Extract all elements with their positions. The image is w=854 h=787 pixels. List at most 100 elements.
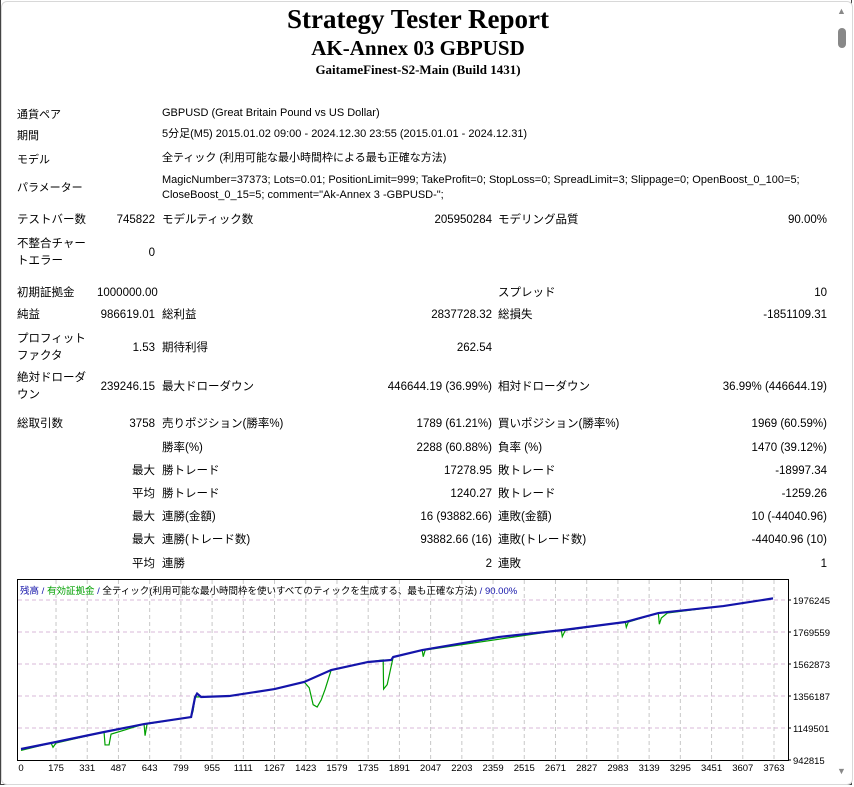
stat-value: 745822 (116, 214, 155, 226)
info-value: 5分足(M5) 2015.01.02 09:00 - 2024.12.30 23… (162, 128, 528, 140)
legend-sep: / (39, 586, 47, 597)
stat-label: 最大ドローダウン (162, 380, 254, 393)
balance-chart: 0 175 331 487 643 799 955 1111 1267 1423 1579 1735 1… (17, 579, 830, 774)
scroll-down-arrow-icon[interactable]: ▼ (837, 766, 846, 776)
info-row-model: モデル 全ティック (利用可能な最小時間枠による最も正確な方法) (17, 151, 446, 167)
stats-row: 平均 勝トレード 1240.27 敗トレード -1259.26 (17, 486, 829, 503)
legend-sep: / (94, 586, 103, 597)
x-tick-label: 1111 (234, 763, 253, 774)
stat-label: 勝トレード (162, 488, 220, 500)
legend-quality: 90.00% (484, 586, 518, 597)
x-tick-label: 2359 (482, 763, 503, 774)
y-tick-label: 1149501 (793, 724, 829, 735)
x-tick-label: 3763 (763, 763, 784, 774)
stat-label: 不整合チャートエラー (17, 238, 86, 267)
stat-value: 最大 (132, 511, 155, 523)
stats-row: 最大 連勝(金額) 16 (93882.66) 連敗(金額) 10 (-44040.96… (17, 509, 829, 526)
stat-value: 446644.19 (36.99%) (387, 380, 492, 393)
stat-value: 最大 (132, 534, 155, 546)
info-value: MagicNumber=37373; Lots=0.01; PositionLi… (162, 174, 800, 186)
stat-value: 17278.95 (444, 465, 492, 477)
y-tick-label: 1356187 (793, 692, 830, 703)
balance-line (20, 597, 774, 751)
stat-value: 986619.01 (100, 309, 155, 321)
vertical-scrollbar[interactable]: ▲ ▼ (834, 4, 850, 782)
x-tick-label: 2047 (420, 763, 441, 774)
stat-label: 売りポジション(勝率%) (162, 418, 284, 430)
stat-value: 2 (485, 558, 492, 570)
stat-label: 負率 (%) (498, 442, 543, 454)
info-value: 全ティック (利用可能な最小時間枠による最も正確な方法) (162, 152, 447, 164)
stat-value: -44040.96 (10) (751, 534, 827, 546)
x-tick-label: 2671 (545, 763, 566, 774)
y-tick-label: 1769559 (793, 628, 830, 639)
info-row-symbol: 通貨ペア GBPUSD (Great Britain Pound vs US Do… (17, 106, 380, 122)
x-tick-label: 1735 (358, 763, 379, 774)
stat-value: 239246.15 (100, 380, 155, 393)
legend-equity: 有効証拠金 (46, 586, 95, 597)
stat-value: 10 (-44040.96) (751, 511, 827, 523)
x-tick-label: 3139 (639, 763, 660, 774)
stat-label: モデルティック数 (162, 214, 254, 226)
x-tick-label: 799 (173, 763, 189, 774)
stats-row: 最大 連勝(トレード数) 93882.66 (16) 連敗(トレード数) -44040.… (17, 532, 829, 549)
stat-value: -1259.26 (781, 488, 827, 500)
scroll-thumb[interactable] (838, 28, 846, 48)
stat-label: 連敗(金額) (498, 511, 552, 523)
x-tick-label: 2827 (576, 763, 597, 774)
stat-label: モデリング品質 (498, 214, 579, 226)
stat-label: 敗トレード (498, 465, 556, 477)
stats-row: 純益 986619.01 総利益 2837728.32 総損失 -1851109.31 (17, 307, 829, 324)
info-row-parameters: パラメーター MagicNumber=37373; Lots=0.01; Posi… (17, 174, 800, 201)
stat-value: 平均 (132, 488, 155, 500)
info-label: モデル (17, 154, 50, 166)
stat-value: 平均 (132, 558, 155, 570)
stat-value: 16 (93882.66) (420, 511, 492, 523)
stat-label: プロフィットファクタ (17, 333, 86, 362)
info-label: 期間 (17, 130, 39, 142)
stat-value: 90.00% (787, 214, 827, 226)
x-tick-label: 2203 (451, 763, 472, 774)
x-tick-label: 175 (48, 763, 64, 774)
stat-value: 205950284 (434, 214, 492, 226)
info-label: 通貨ペア (17, 109, 61, 121)
stat-label: 総利益 (162, 309, 197, 321)
stat-value: 1969 (60.59%) (751, 418, 827, 430)
x-tick-label: 1579 (326, 763, 347, 774)
stats-row: 最大 勝トレード 17278.95 敗トレード -18997.34 (17, 463, 829, 480)
y-tick-label: 1976245 (793, 596, 830, 607)
stat-label: 勝トレード (162, 465, 220, 477)
stat-value: 0 (148, 246, 155, 259)
legend-sep: / (477, 586, 485, 597)
stats-row: プロフィットファクタ 1.53 期待利得 262.54 (17, 331, 829, 365)
plot-area (17, 579, 789, 761)
info-row-period: 期間 5分足(M5) 2015.01.02 09:00 - 2024.12.30 … (17, 127, 527, 143)
stats-row: 不整合チャートエラー 0 (17, 236, 829, 270)
stat-label: テストバー数 (17, 214, 86, 226)
x-tick-label: 3295 (670, 763, 691, 774)
stat-value: 1240.27 (450, 488, 492, 500)
stat-value: 2837728.32 (431, 309, 492, 321)
stat-label: 買いポジション(勝率%) (498, 418, 620, 430)
scroll-up-arrow-icon[interactable]: ▲ (837, 6, 846, 16)
stats-row: 初期証拠金 1000000.00 スプレッド 10 (17, 285, 829, 302)
x-tick-label: 0 (18, 763, 23, 774)
x-tick-label: 955 (204, 763, 220, 774)
x-tick-label: 487 (111, 763, 127, 774)
stat-label: 純益 (17, 309, 40, 321)
x-tick-label: 1267 (264, 763, 285, 774)
legend-balance: 残高 (20, 586, 40, 597)
info-value: GBPUSD (Great Britain Pound vs US Dollar… (162, 107, 380, 119)
legend-model: 全ティック(利用可能な最小時間枠を使いすべてのティックを生成する、最も正確な方法… (102, 586, 478, 597)
stats-row: 絶対ドローダウン 239246.15 最大ドローダウン 446644.19 (36.9… (17, 370, 829, 404)
x-tick-label: 2983 (607, 763, 628, 774)
stats-row: テストバー数 745822 モデルティック数 205950284 モデリング品質 90.0… (17, 212, 829, 229)
x-tick-label: 1891 (389, 763, 410, 774)
x-tick-label: 3607 (732, 763, 753, 774)
stats-row: 平均 連勝 2 連敗 1 (17, 556, 829, 573)
stat-label: 連勝(金額) (162, 511, 216, 523)
stat-value: 最大 (132, 465, 155, 477)
stat-label: 連敗(トレード数) (498, 534, 587, 546)
stat-label: スプレッド (498, 287, 556, 299)
y-tick-label: 1562873 (793, 660, 830, 671)
